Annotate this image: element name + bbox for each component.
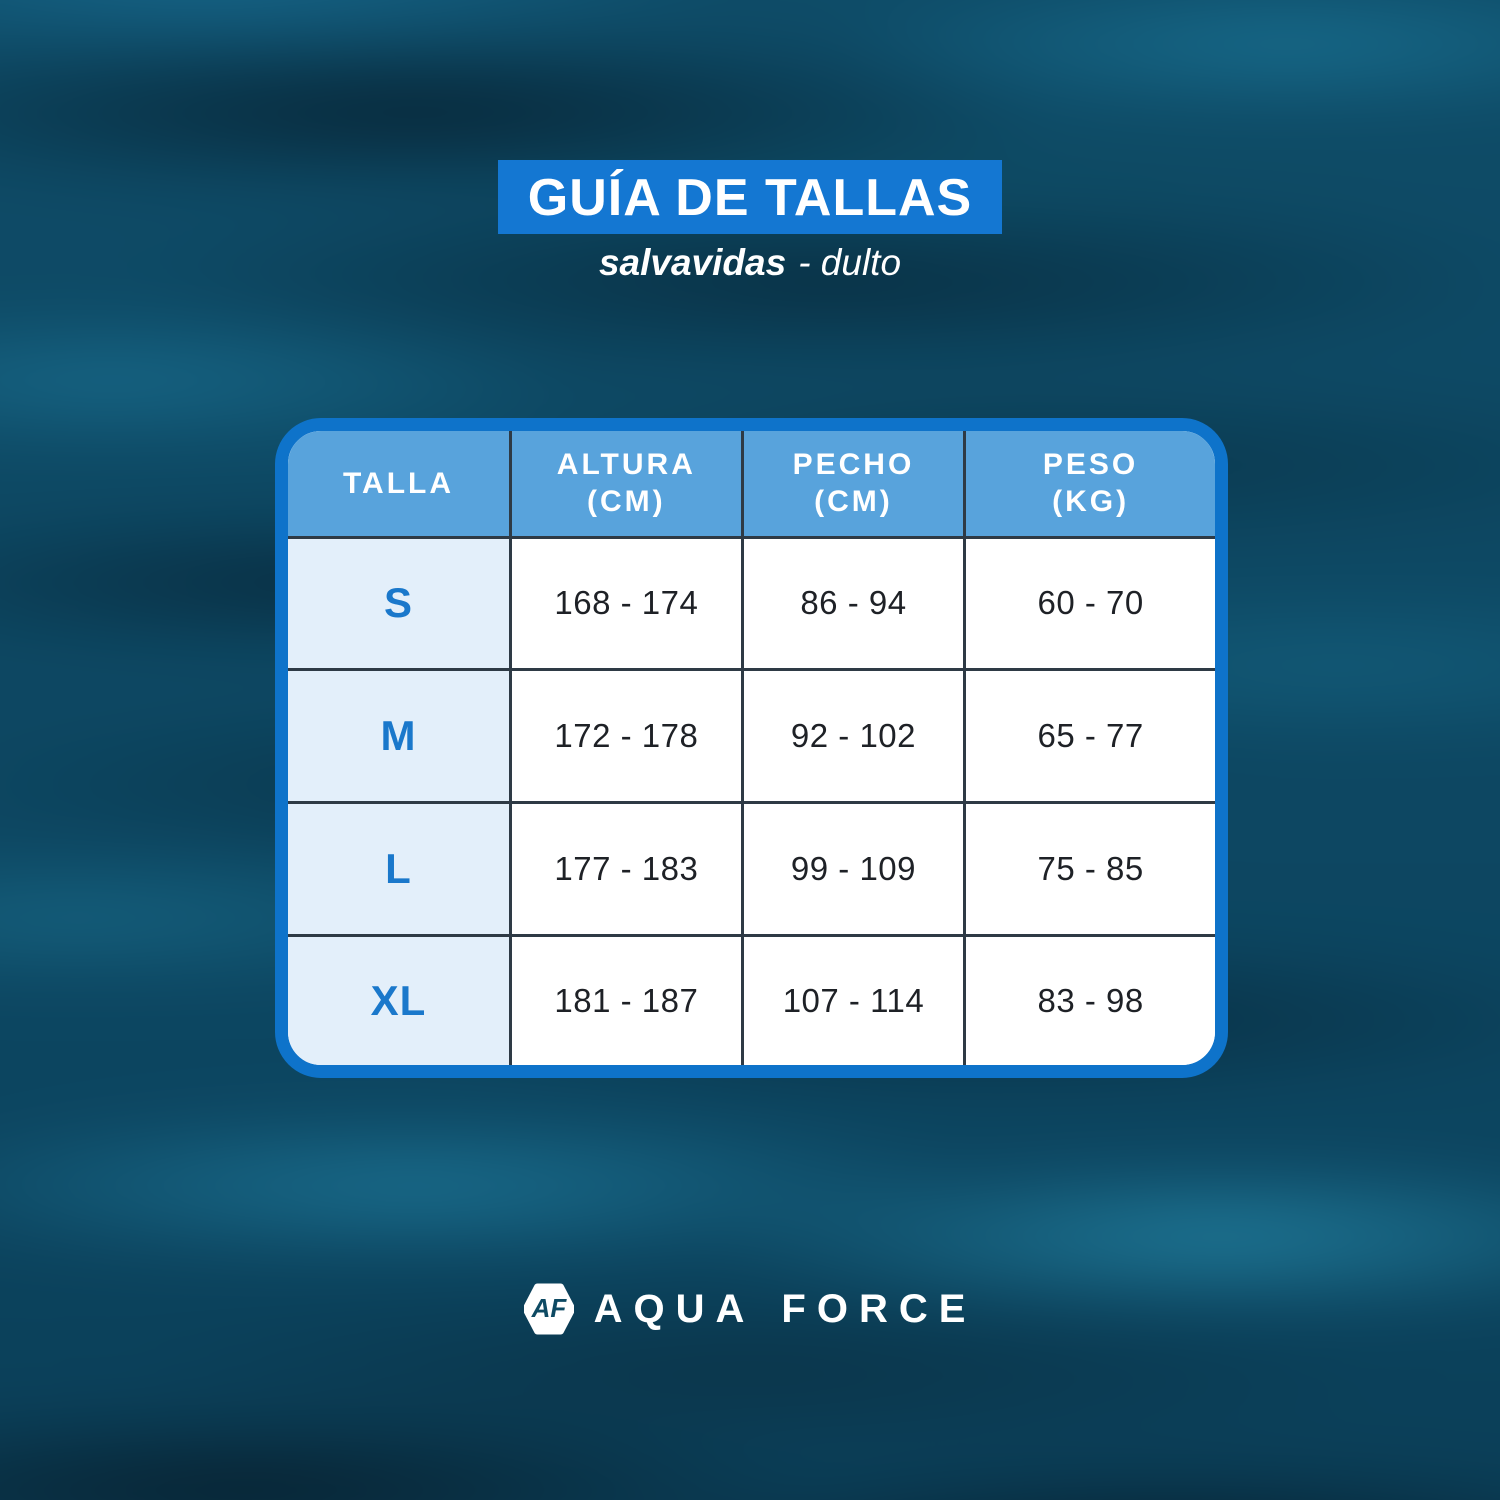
page-subtitle: salvavidas - dulto bbox=[599, 242, 901, 284]
column-header-unit: (KG) bbox=[1052, 485, 1130, 519]
altura-cell: 177 - 183 bbox=[508, 801, 744, 938]
size-cell: XL bbox=[288, 934, 512, 1065]
aqua-force-logo-icon: AF bbox=[523, 1283, 574, 1335]
column-header-pecho: PECHO (CM) bbox=[740, 431, 967, 539]
logo-monogram: AF bbox=[530, 1293, 567, 1323]
peso-cell: 65 - 77 bbox=[963, 668, 1215, 805]
peso-cell: 83 - 98 bbox=[963, 934, 1215, 1065]
table-row-xl: XL 181 - 187 107 - 114 83 - 98 bbox=[288, 934, 1215, 1065]
column-header-peso: PESO (KG) bbox=[963, 431, 1215, 539]
size-cell: S bbox=[288, 535, 512, 672]
pecho-cell: 86 - 94 bbox=[740, 535, 967, 672]
size-table: TALLA ALTURA (CM) PECHO (CM) PESO (KG) bbox=[288, 431, 1215, 1065]
size-cell: L bbox=[288, 801, 512, 938]
header-row: TALLA ALTURA (CM) PECHO (CM) PESO (KG) bbox=[288, 431, 1215, 539]
altura-cell: 168 - 174 bbox=[508, 535, 744, 672]
pecho-cell: 107 - 114 bbox=[740, 934, 967, 1065]
column-header-unit: (CM) bbox=[587, 485, 666, 519]
column-header-talla: TALLA bbox=[288, 431, 512, 539]
peso-cell: 60 - 70 bbox=[963, 535, 1215, 672]
table-row-m: M 172 - 178 92 - 102 65 - 77 bbox=[288, 668, 1215, 805]
page-title: GUÍA DE TALLAS bbox=[497, 160, 1003, 234]
column-header-unit: (CM) bbox=[814, 485, 893, 519]
size-table-card: TALLA ALTURA (CM) PECHO (CM) PESO (KG) bbox=[275, 418, 1228, 1078]
subtitle-product: salvavidas bbox=[598, 242, 787, 283]
peso-cell: 75 - 85 bbox=[963, 801, 1215, 938]
brand-word-aqua: AQUA bbox=[593, 1287, 756, 1331]
brand-word-force: FORCE bbox=[781, 1287, 977, 1331]
pecho-cell: 99 - 109 bbox=[740, 801, 967, 938]
brand-footer: AF AQUA FORCE bbox=[0, 1283, 1500, 1335]
column-header-altura: ALTURA (CM) bbox=[508, 431, 744, 539]
column-header-label: PECHO bbox=[792, 447, 915, 481]
pecho-cell: 92 - 102 bbox=[740, 668, 967, 805]
table-row-l: L 177 - 183 99 - 109 75 - 85 bbox=[288, 801, 1215, 938]
column-header-label: TALLA bbox=[342, 466, 455, 500]
column-header-label: PESO bbox=[1042, 447, 1139, 481]
altura-cell: 181 - 187 bbox=[508, 934, 744, 1065]
table-row-s: S 168 - 174 86 - 94 60 - 70 bbox=[288, 535, 1215, 672]
subtitle-variant: - dulto bbox=[798, 242, 902, 283]
title-block: GUÍA DE TALLAS salvavidas - dulto bbox=[0, 160, 1500, 284]
altura-cell: 172 - 178 bbox=[508, 668, 744, 805]
brand-name: AQUA FORCE bbox=[594, 1289, 977, 1329]
size-cell: M bbox=[288, 668, 512, 805]
column-header-label: ALTURA bbox=[556, 447, 696, 481]
